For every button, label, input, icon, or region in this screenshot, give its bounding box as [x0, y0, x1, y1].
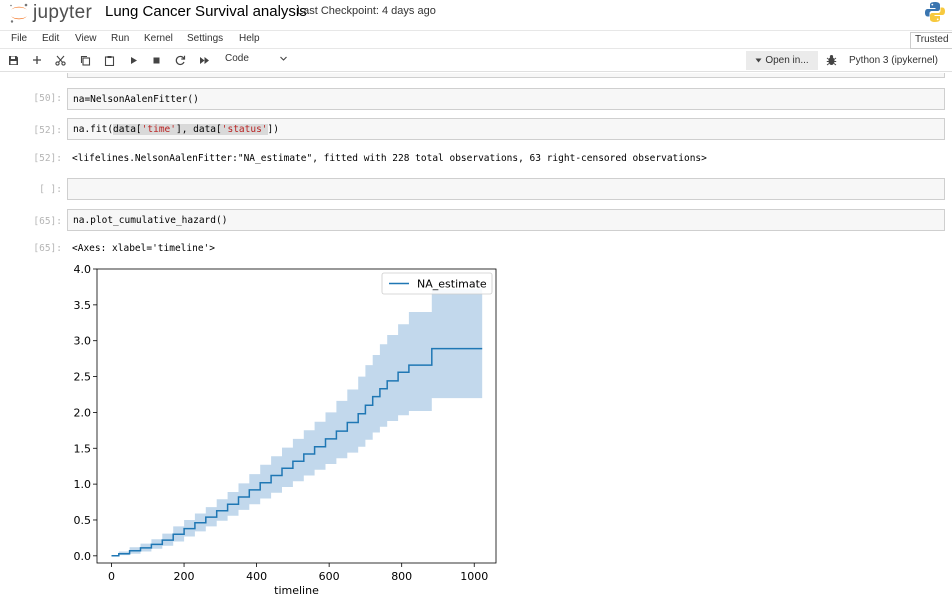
jupyter-logo[interactable]: jupyter: [8, 1, 92, 25]
cumulative-hazard-chart: 0 200 400 600 800 1000 0.0 0.5 1.0 1.5 2.0 2.5 3.0 3.…: [74, 264, 497, 597]
y-tick-label: 1.5: [74, 442, 92, 455]
y-tick-label: 2.5: [74, 371, 92, 384]
open-in-label: Open in...: [765, 55, 809, 66]
open-in-button[interactable]: Open in...: [746, 51, 818, 70]
chevron-down-icon: [280, 56, 287, 61]
code-token: na.fit(: [73, 124, 114, 135]
code-token-highlight: data['time'], data['status': [113, 124, 268, 135]
logo-wordmark: jupyter: [33, 2, 93, 23]
checkpoint-status: Last Checkpoint: 4 days ago: [297, 5, 436, 17]
code-string: 'time': [141, 124, 176, 135]
code-token: data[: [113, 124, 142, 135]
legend-box: [381, 272, 493, 295]
menu-view[interactable]: View: [75, 33, 97, 44]
menu-edit[interactable]: Edit: [42, 33, 60, 44]
confidence-interval-band: [111, 289, 483, 556]
notebook-toolbar: Code Open in... Python 3 (ipykernel): [0, 50, 952, 72]
menu-kernel[interactable]: Kernel: [144, 33, 173, 44]
copy-icon[interactable]: [78, 53, 92, 67]
python-logo-icon: [925, 2, 945, 22]
menu-run[interactable]: Run: [111, 33, 130, 44]
cell-code: na.fit(data['time'], data['status']): [73, 124, 279, 135]
code-cell-input[interactable]: na.plot_cumulative_hazard(): [67, 209, 945, 231]
cell-code: na=NelsonAalenFitter(): [73, 94, 199, 105]
cell-prompt: [65]:: [33, 216, 62, 227]
run-cell-icon[interactable]: [126, 53, 140, 67]
y-tick-label: 3.0: [74, 335, 92, 348]
output-prompt: [52]:: [33, 153, 62, 164]
cell-prompt: [52]:: [33, 125, 62, 136]
x-axis-label: timeline: [274, 584, 319, 597]
y-tick-label: 4.0: [74, 264, 92, 276]
add-cell-icon[interactable]: [30, 53, 44, 67]
cell-code: na.plot_cumulative_hazard(): [73, 215, 228, 226]
na-estimate-line: [111, 347, 483, 557]
menu-help[interactable]: Help: [239, 33, 260, 44]
code-token: ], data[: [175, 124, 222, 135]
y-tick-label: 2.0: [74, 406, 92, 419]
trusted-indicator[interactable]: Trusted: [910, 32, 952, 49]
kernel-name[interactable]: Python 3 (ipykernel): [849, 55, 938, 66]
notebook-area: [50]: na=NelsonAalenFitter() [52]: na.fi…: [0, 73, 952, 615]
cell-prompt: [ ]:: [39, 184, 62, 195]
stop-icon[interactable]: [149, 53, 163, 67]
code-token: ]): [267, 124, 279, 135]
x-tick-label: 1000: [460, 570, 488, 583]
caret-down-icon: [755, 58, 762, 63]
cut-icon[interactable]: [53, 53, 67, 67]
kernel-debug-bug-icon[interactable]: [826, 54, 837, 66]
y-tick-label: 0.0: [74, 550, 92, 563]
cell-output-text: <lifelines.NelsonAalenFitter:"NA_estimat…: [72, 153, 707, 164]
restart-kernel-icon[interactable]: [173, 53, 187, 67]
plot-frame: [96, 268, 497, 564]
notebook-header: jupyter Lung Cancer Survival analysis La…: [0, 0, 952, 30]
legend-label: NA_estimate: [417, 278, 487, 291]
save-icon[interactable]: [6, 53, 20, 67]
notebook-title[interactable]: Lung Cancer Survival analysis: [105, 3, 307, 20]
jupyter-logo-icon: [10, 3, 28, 23]
x-tick-label: 400: [246, 570, 267, 583]
cell-output-text: <Axes: xlabel='timeline'>: [72, 243, 215, 254]
cell-type-select[interactable]: Code: [222, 53, 292, 68]
cell-prompt: [50]:: [33, 93, 62, 104]
cell-type-value: Code: [225, 53, 249, 64]
menu-bar: File Edit View Run Kernel Settings Help …: [0, 30, 952, 49]
code-string: 'status': [221, 124, 268, 135]
menu-settings[interactable]: Settings: [187, 33, 224, 44]
menu-file[interactable]: File: [11, 33, 28, 44]
x-tick-label: 0: [108, 570, 115, 583]
previous-cell-edge: [67, 73, 945, 78]
x-tick-label: 600: [319, 570, 340, 583]
y-tick-label: 3.5: [74, 299, 92, 312]
paste-icon[interactable]: [102, 53, 116, 67]
code-cell-input[interactable]: na=NelsonAalenFitter(): [67, 88, 945, 110]
code-cell-input[interactable]: na.fit(data['time'], data['status']): [67, 118, 945, 140]
y-tick-label: 1.0: [74, 478, 92, 491]
fast-forward-icon[interactable]: [197, 53, 211, 67]
x-tick-label: 800: [391, 570, 412, 583]
y-tick-label: 0.5: [74, 514, 92, 527]
empty-code-cell-input[interactable]: [67, 178, 945, 200]
x-tick-label: 200: [174, 570, 195, 583]
output-prompt: [65]:: [33, 243, 62, 254]
